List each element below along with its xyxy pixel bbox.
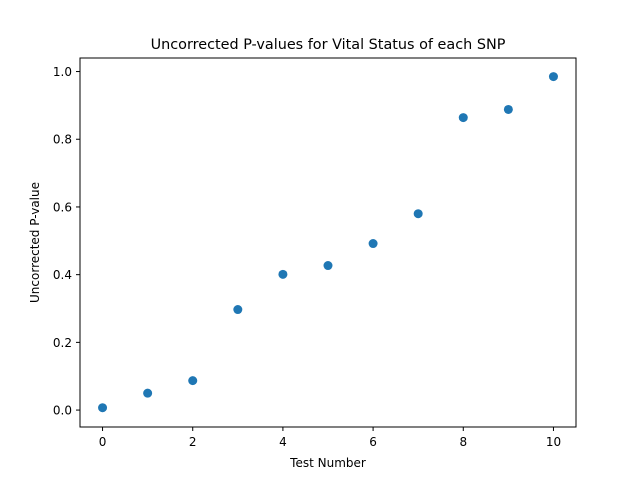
y-tick-label: 0.2 xyxy=(53,336,72,350)
plot-area-frame xyxy=(79,57,577,428)
x-tick-label: 6 xyxy=(369,435,377,449)
data-point xyxy=(368,239,378,249)
y-tick-label: 0.4 xyxy=(53,268,72,282)
x-tick-label: 0 xyxy=(99,435,107,449)
chart-title: Uncorrected P-values for Vital Status of… xyxy=(151,37,506,53)
data-point xyxy=(233,305,243,315)
y-tick-label: 0.8 xyxy=(53,133,72,147)
data-point xyxy=(278,269,288,279)
data-point xyxy=(98,403,108,413)
x-axis-ticks: 0 2 4 6 8 10 xyxy=(99,427,561,449)
x-axis-label: Test Number xyxy=(289,456,366,470)
y-axis-label: Uncorrected P-value xyxy=(28,182,42,303)
x-tick-label: 8 xyxy=(459,435,467,449)
data-point xyxy=(503,104,513,114)
x-tick-label: 4 xyxy=(279,435,287,449)
y-tick-label: 0.6 xyxy=(53,200,72,214)
y-tick-label: 0.0 xyxy=(53,404,72,418)
data-point xyxy=(413,209,423,219)
y-tick-label: 1.0 xyxy=(53,65,72,79)
data-point xyxy=(323,261,333,271)
data-point xyxy=(458,113,468,123)
data-point xyxy=(548,72,558,82)
data-points xyxy=(98,72,558,413)
x-tick-label: 10 xyxy=(546,435,561,449)
y-axis-ticks: 0.0 0.2 0.4 0.6 0.8 1.0 xyxy=(53,65,80,418)
data-point xyxy=(143,388,153,398)
x-tick-label: 2 xyxy=(189,435,197,449)
data-point xyxy=(188,376,198,386)
